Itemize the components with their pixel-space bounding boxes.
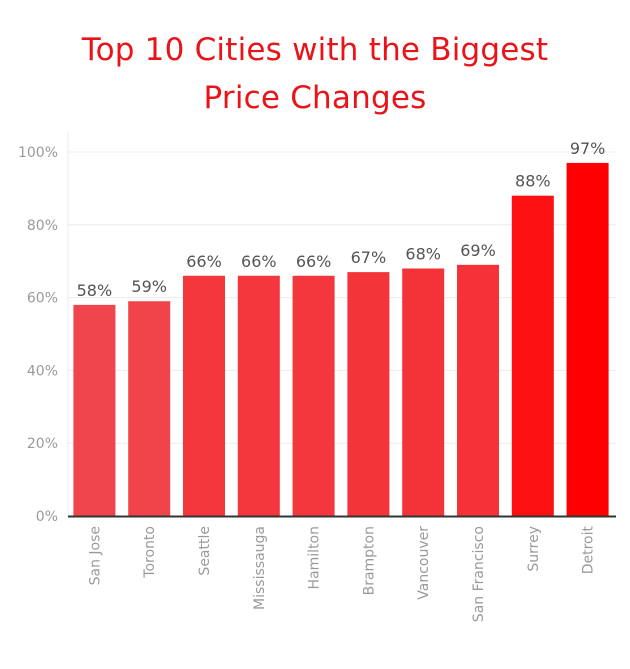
- chart-title-line-2: Price Changes: [203, 80, 427, 116]
- y-tick-label: 20%: [27, 436, 58, 452]
- data-labels: 58% 59% 66% 66% 66% 67% 68% 69% 88% 97%: [77, 139, 606, 300]
- bar-detroit: [566, 162, 609, 517]
- data-label: 66%: [296, 252, 332, 271]
- bars: [73, 162, 609, 517]
- data-label: 58%: [77, 281, 113, 300]
- x-category-label: San Francisco: [471, 526, 487, 622]
- x-category-label: San Jose: [87, 526, 103, 585]
- bar-san-jose: [73, 304, 116, 516]
- data-label: 66%: [241, 252, 277, 271]
- y-tick-label: 100%: [18, 145, 58, 161]
- x-category-label: Toronto: [142, 526, 158, 579]
- bar-surrey: [511, 195, 554, 516]
- bar-seattle: [183, 275, 225, 516]
- y-axis-ticks: 0% 20% 40% 60% 80% 100%: [18, 145, 58, 525]
- data-label: 68%: [405, 244, 441, 263]
- bar-brampton: [347, 272, 390, 516]
- x-category-label: Mississauga: [252, 526, 268, 610]
- x-category-label: Surrey: [526, 526, 542, 572]
- data-label: 67%: [351, 248, 387, 267]
- data-label: 66%: [186, 252, 222, 271]
- bar-vancouver: [402, 268, 445, 516]
- data-label: 69%: [460, 241, 496, 260]
- x-category-label: Detroit: [581, 525, 597, 574]
- data-label: 97%: [570, 139, 606, 158]
- y-tick-label: 60%: [27, 291, 58, 307]
- x-category-label: Brampton: [361, 526, 377, 595]
- y-tick-label: 80%: [27, 218, 58, 234]
- x-axis-categories: San Jose Toronto Seattle Mississauga Hamilto…: [87, 525, 596, 622]
- y-tick-label: 0%: [36, 509, 58, 525]
- chart-title-line-1: Top 10 Cities with the Biggest: [81, 32, 549, 68]
- y-tick-label: 40%: [27, 363, 58, 379]
- data-label: 59%: [131, 277, 167, 296]
- bar-mississauga: [237, 275, 280, 516]
- data-label: 88%: [515, 172, 551, 191]
- x-category-label: Seattle: [197, 526, 213, 576]
- bar-toronto: [128, 301, 171, 516]
- bar-hamilton: [292, 275, 335, 516]
- bar-san-francisco: [457, 264, 499, 516]
- x-category-label: Hamilton: [307, 526, 323, 589]
- x-category-label: Vancouver: [416, 526, 432, 600]
- chart-title: Top 10 Cities with the Biggest Price Cha…: [0, 26, 630, 122]
